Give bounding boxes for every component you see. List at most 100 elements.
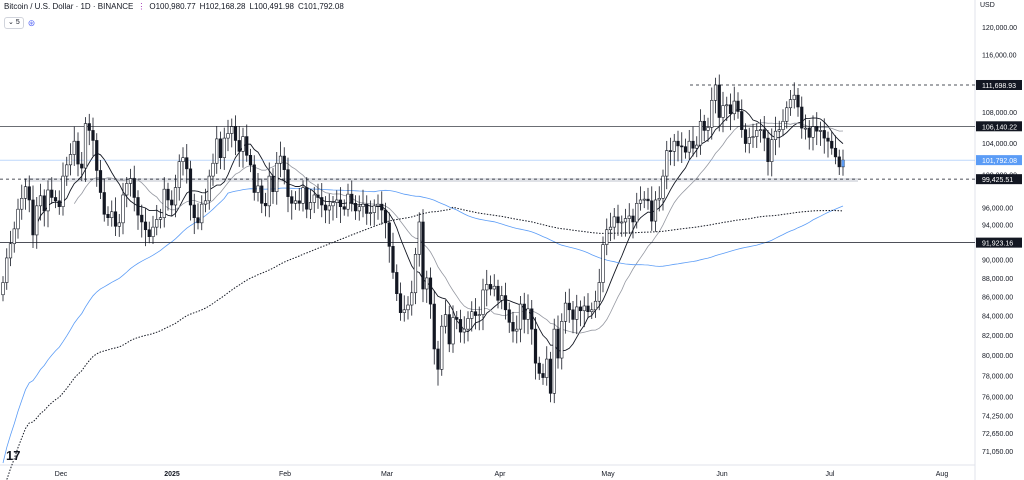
x-tick-label: Dec: [55, 471, 68, 478]
candle-up: [811, 126, 815, 138]
candle-down: [282, 155, 286, 170]
candle-down: [826, 137, 830, 142]
candle-down: [53, 197, 58, 202]
candle-up: [713, 84, 718, 101]
y-tick-label: 80,000.00: [982, 353, 1013, 360]
symbol-menu-icon[interactable]: ⋮: [137, 2, 146, 11]
candle-up: [65, 164, 69, 177]
candle-up: [781, 120, 785, 130]
candle-down: [290, 196, 294, 204]
candle-up: [275, 162, 279, 192]
ohlc-close: C101,792.08: [297, 2, 344, 11]
candle-up: [657, 198, 661, 201]
ohlc-high: H102,168.28: [199, 2, 246, 11]
candle-down: [113, 211, 118, 227]
candle-up: [267, 175, 271, 207]
symbol-title[interactable]: Bitcoin / U.S. Dollar · 1D · BINANCE: [4, 2, 134, 11]
x-tick-label: Aug: [936, 471, 949, 478]
candle-down: [132, 178, 136, 198]
candle-down: [365, 203, 369, 214]
candle-up: [406, 304, 410, 311]
candle-down: [245, 136, 249, 156]
candle-up: [706, 127, 710, 131]
candle-down: [166, 188, 170, 201]
candle-up: [413, 254, 418, 294]
candle-up: [155, 219, 159, 228]
candle-up: [151, 226, 155, 237]
candle-up: [672, 140, 676, 152]
last-price-label: 101,792.08: [982, 158, 1017, 165]
x-tick-label: Apr: [495, 471, 507, 478]
candle-up: [357, 206, 361, 212]
candle-down: [496, 285, 500, 301]
candle-down: [668, 150, 673, 152]
candle-down: [830, 140, 834, 149]
candle-down: [95, 140, 99, 171]
candle-down: [530, 308, 534, 330]
last-price-tag: [976, 155, 1022, 166]
y-tick-label: 90,000.00: [982, 258, 1013, 265]
candle-down: [252, 164, 256, 193]
y-tick-label: 74,250.00: [982, 413, 1013, 420]
candle-down: [87, 123, 91, 131]
candle-up: [560, 321, 564, 359]
candle-down: [740, 111, 744, 130]
candle-up: [162, 188, 166, 218]
candle-down: [631, 215, 635, 223]
candle-up: [500, 295, 504, 301]
candle-up: [181, 157, 185, 162]
y-tick-label: 72,650.00: [982, 431, 1013, 438]
level-tag-label: 106,140.22: [982, 124, 1017, 131]
ma-10-line: [36, 109, 844, 352]
tradingview-logo-icon[interactable]: 17: [6, 448, 21, 463]
candle-up: [117, 222, 121, 227]
y-tick-label: 104,000.00: [982, 141, 1017, 148]
candle-down: [432, 303, 436, 350]
candle-down: [237, 140, 241, 152]
candle-down: [102, 192, 106, 215]
candle-down: [391, 246, 395, 273]
candle-up: [211, 162, 215, 177]
candle-up: [327, 205, 331, 211]
candle-up: [35, 205, 39, 236]
candle-up: [725, 104, 729, 107]
y-tick-label: 71,050.00: [982, 449, 1013, 456]
level-tag-label: 111,698.93: [982, 83, 1016, 90]
candle-down: [185, 157, 189, 170]
candle-down: [143, 221, 148, 231]
candle-up: [777, 129, 781, 132]
candle-up: [125, 183, 129, 196]
indicator-settings-icon[interactable]: ⊛: [27, 17, 36, 28]
candle-down: [556, 328, 560, 359]
candle-down: [170, 199, 174, 206]
candle-down: [260, 185, 264, 204]
x-tick-label: Feb: [279, 471, 291, 478]
candle-up: [758, 129, 763, 131]
candle-down: [683, 146, 688, 153]
time-axis: Dec 2025 Feb Mar Apr May Jun Jul Aug: [55, 471, 949, 478]
candle-up: [173, 187, 178, 206]
candle-up: [732, 100, 736, 115]
candle-down: [807, 127, 811, 138]
candle-up: [72, 140, 76, 155]
candle-up: [481, 289, 485, 315]
candle-down: [320, 197, 324, 206]
candle-down: [616, 216, 620, 224]
candle-down: [766, 137, 770, 162]
candle-up: [177, 161, 181, 188]
currency-label[interactable]: USD: [980, 2, 995, 9]
candle-down: [383, 209, 388, 224]
candle-down: [488, 284, 493, 290]
candle-up: [687, 140, 691, 153]
candle-down: [140, 214, 144, 223]
level-tag-label: 99,425.51: [982, 177, 1013, 184]
candle-up: [803, 127, 808, 130]
candle-down: [578, 306, 583, 312]
candle-down: [192, 204, 196, 218]
candle-up: [361, 203, 365, 207]
candle-up: [226, 133, 230, 139]
candle-up: [121, 194, 125, 224]
candle-down: [833, 147, 838, 158]
indicators-toggle-button[interactable]: ⌄ 5: [4, 17, 24, 29]
